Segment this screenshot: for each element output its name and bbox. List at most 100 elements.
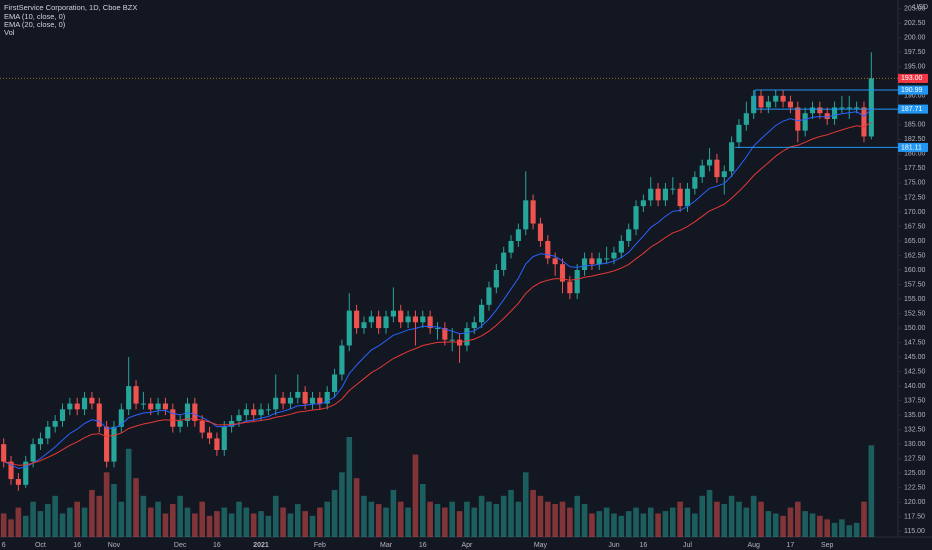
volume-bar <box>824 519 830 537</box>
candle-body <box>346 310 352 346</box>
volume-bar <box>581 504 588 537</box>
volume-bar <box>74 501 80 537</box>
currency: USD <box>913 4 928 11</box>
volume-bar <box>236 501 242 537</box>
candle-body <box>89 397 95 404</box>
y-tick-label: 197.50 <box>904 49 926 56</box>
volume-bar <box>787 507 794 537</box>
candle-body <box>317 397 323 404</box>
candle-body <box>412 316 419 323</box>
candle-body <box>604 258 610 260</box>
volume-bar <box>228 513 235 537</box>
candle-body <box>96 403 102 427</box>
candle-body <box>670 188 676 190</box>
candle-body <box>824 113 830 120</box>
candle-body <box>692 177 698 189</box>
candle-body <box>795 107 801 131</box>
volume-bar <box>853 522 860 537</box>
volume-bar <box>714 501 720 537</box>
volume-bar <box>324 501 330 537</box>
volume-bar <box>37 511 44 537</box>
volume-bar <box>302 511 308 537</box>
candle-body <box>648 188 654 201</box>
volume-bar <box>8 519 14 537</box>
volume-bar <box>22 515 29 537</box>
y-tick-label: 150.00 <box>904 325 926 332</box>
volume-bar <box>699 495 705 537</box>
candle-body <box>15 479 21 485</box>
y-tick-label: 202.50 <box>904 20 926 27</box>
volume-bar <box>765 511 772 537</box>
volume-bar <box>346 437 353 537</box>
volume-bar <box>280 507 286 537</box>
candle-body <box>780 95 786 102</box>
y-tick-label: 117.50 <box>904 514 925 521</box>
last-price-label: 193.00 <box>901 75 923 82</box>
candle-body <box>640 200 646 207</box>
candle-body <box>427 316 433 329</box>
candle-body <box>706 159 713 166</box>
volume-bar <box>206 515 213 537</box>
volume-bar <box>647 507 654 537</box>
candle-body <box>37 438 44 445</box>
volume-bar <box>677 501 683 537</box>
y-tick-label: 190.00 <box>904 93 926 100</box>
candle-body <box>67 403 73 410</box>
volume-bar <box>596 511 603 537</box>
volume-bar <box>795 501 801 537</box>
candle-body <box>162 403 169 410</box>
volume-bar <box>530 489 536 537</box>
volume-bar <box>30 501 36 537</box>
volume-bar <box>140 495 147 537</box>
volume-bar <box>486 501 492 537</box>
candle-body <box>721 171 727 178</box>
y-tick-label: 182.50 <box>904 136 926 143</box>
y-tick-label: 127.50 <box>904 456 926 463</box>
last-price-tag <box>898 73 928 83</box>
y-tick-label: 122.50 <box>904 485 926 492</box>
candle-body <box>831 107 838 120</box>
volume-bar <box>339 472 345 537</box>
y-tick-label: 175.00 <box>904 180 926 187</box>
level-tag <box>898 104 928 114</box>
candle-body <box>523 200 529 230</box>
volume-bar <box>420 484 426 537</box>
volume-bar <box>177 495 183 537</box>
volume-bar <box>147 507 154 537</box>
candle-body <box>52 420 58 427</box>
candle-body <box>817 107 823 114</box>
candle-body <box>809 107 816 114</box>
candle-body <box>633 206 639 230</box>
candle-body <box>265 409 271 411</box>
volume-bar <box>45 504 51 537</box>
x-tick-label: Nov <box>108 542 121 549</box>
volume-bar <box>214 511 220 537</box>
volume-bar <box>493 504 500 537</box>
candle-body <box>501 252 507 270</box>
volume-bar <box>170 504 176 537</box>
y-tick-label: 130.00 <box>904 441 926 448</box>
candle-body <box>589 258 595 265</box>
candle-body <box>471 322 477 329</box>
volume-bar <box>662 511 669 537</box>
y-tick-label: 155.00 <box>904 296 926 303</box>
x-tick-label: Oct <box>35 542 46 549</box>
volume-bar <box>125 448 132 537</box>
y-tick-label: 132.50 <box>904 427 926 434</box>
x-tick-label: May <box>534 542 548 549</box>
volume-bar <box>184 507 191 537</box>
y-tick-label: 167.50 <box>904 223 926 230</box>
volume-bar <box>831 522 838 537</box>
candle-body <box>390 310 396 317</box>
volume-bar <box>574 495 580 537</box>
x-tick-label: Aug <box>747 542 760 549</box>
level-label: 187.71 <box>901 106 923 113</box>
candle-body <box>398 310 404 323</box>
volume-bar <box>221 507 228 537</box>
candle-body <box>626 229 632 241</box>
candle-body <box>118 409 124 427</box>
volume-bar <box>81 507 88 537</box>
x-tick-label: Jun <box>608 542 619 549</box>
candle-body <box>684 188 691 207</box>
